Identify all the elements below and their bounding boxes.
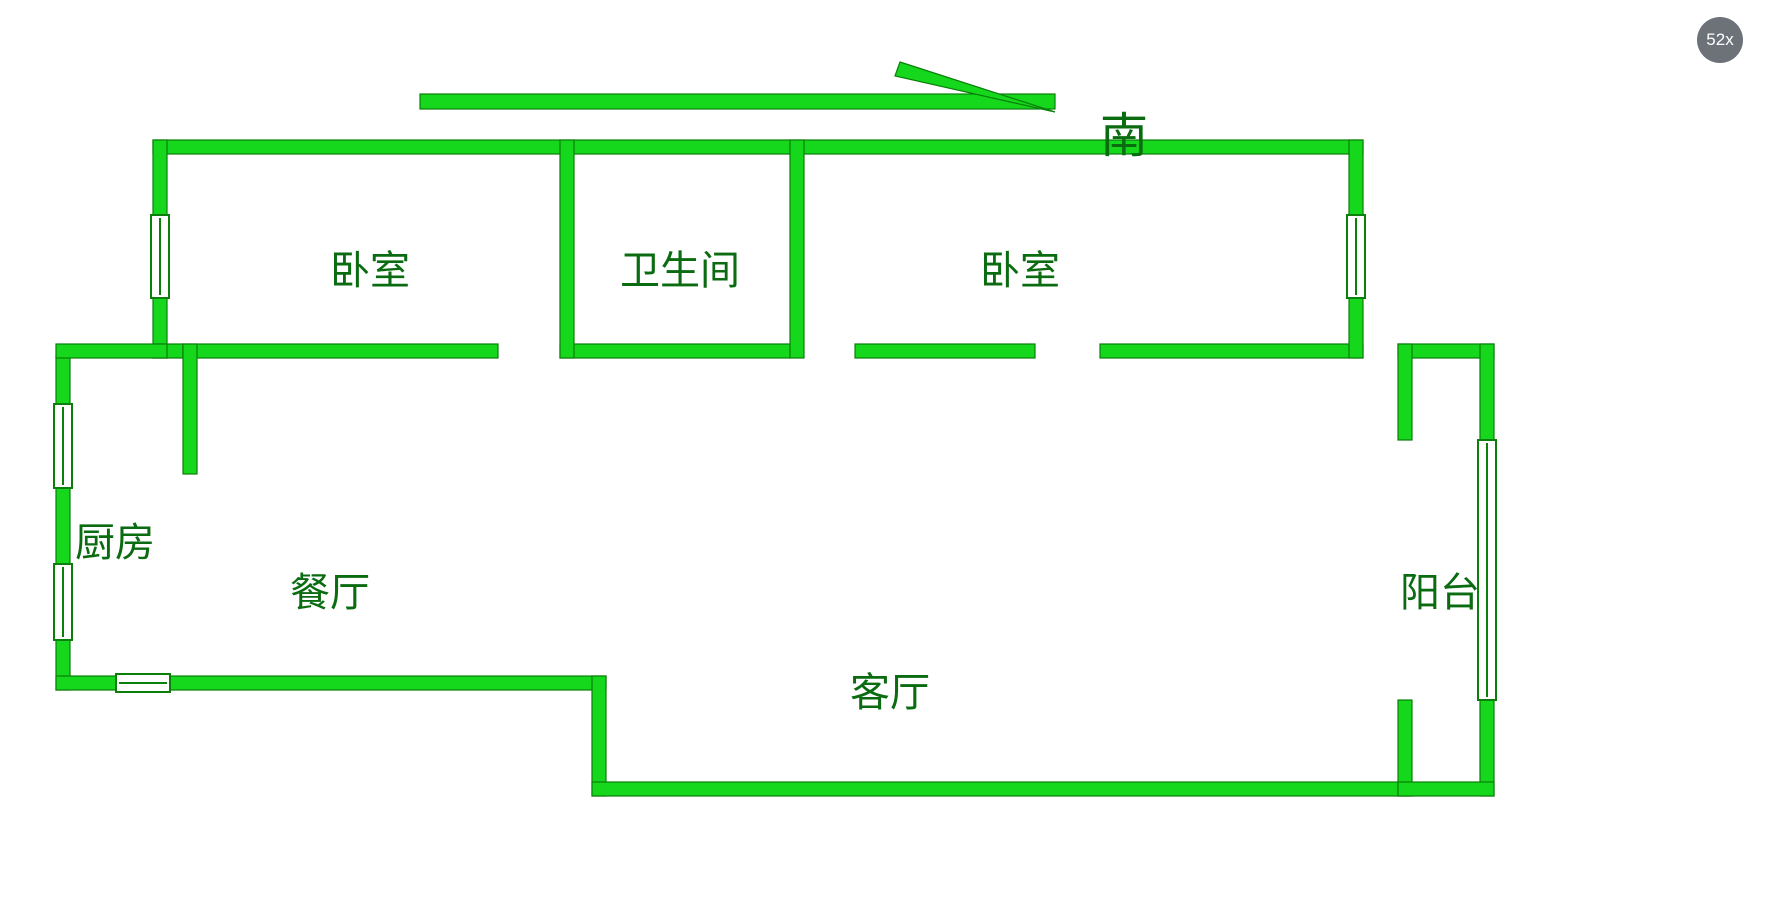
top-wall — [153, 140, 1363, 154]
compass-label: 南 — [1100, 96, 1148, 166]
right-upper-wall-t — [1349, 140, 1363, 215]
window-kitchen-door — [116, 674, 170, 692]
floor-plan-stage: 卧室 卫生间 卧室厨房餐厅客厅 阳台 南 52x — [0, 0, 1774, 922]
mid-divider-right-2 — [1100, 344, 1363, 358]
window-balcony — [1478, 440, 1496, 700]
label-bedroom-1: 卧室 — [330, 238, 410, 296]
left-upper-wall — [153, 140, 167, 215]
floor-plan-svg — [0, 0, 1774, 922]
label-balcony: 阳台 — [1400, 560, 1480, 618]
label-bathroom: 卫生间 — [620, 238, 740, 296]
kitchen-bottom-wall — [56, 676, 116, 690]
right-balcony-wall-t — [1480, 344, 1494, 440]
label-living: 客厅 — [850, 660, 930, 718]
window-right-bedroom — [1347, 215, 1365, 298]
right-upper-wall-b — [1349, 298, 1363, 358]
mid-divider-left-gap — [560, 344, 790, 358]
window-kitchen-2 — [54, 564, 72, 640]
compass-shaft — [420, 94, 1055, 109]
right-lower-wall-top — [1398, 344, 1412, 440]
kitchen-left-wall-2 — [56, 488, 70, 564]
inner-wall-2 — [790, 140, 804, 358]
inner-wall-1 — [560, 140, 574, 358]
mid-divider-left — [183, 344, 498, 358]
entry-wall-down — [592, 676, 606, 796]
label-kitchen: 厨房 — [75, 510, 155, 568]
right-balcony-bottom — [1398, 782, 1494, 796]
kitchen-top-wall — [56, 344, 167, 358]
kitchen-inner-wall — [183, 344, 197, 474]
kitchen-bottom-wall-2 — [170, 676, 606, 690]
zoom-badge-text: 52x — [1706, 30, 1733, 50]
kitchen-left-wall — [56, 356, 70, 404]
zoom-badge[interactable]: 52x — [1697, 17, 1743, 63]
label-bedroom-2: 卧室 — [980, 238, 1060, 296]
mid-divider-right — [855, 344, 1035, 358]
window-kitchen-1 — [54, 404, 72, 488]
label-dining: 餐厅 — [290, 560, 370, 618]
bottom-wall — [592, 782, 1412, 796]
window-left-bedroom — [151, 215, 169, 298]
